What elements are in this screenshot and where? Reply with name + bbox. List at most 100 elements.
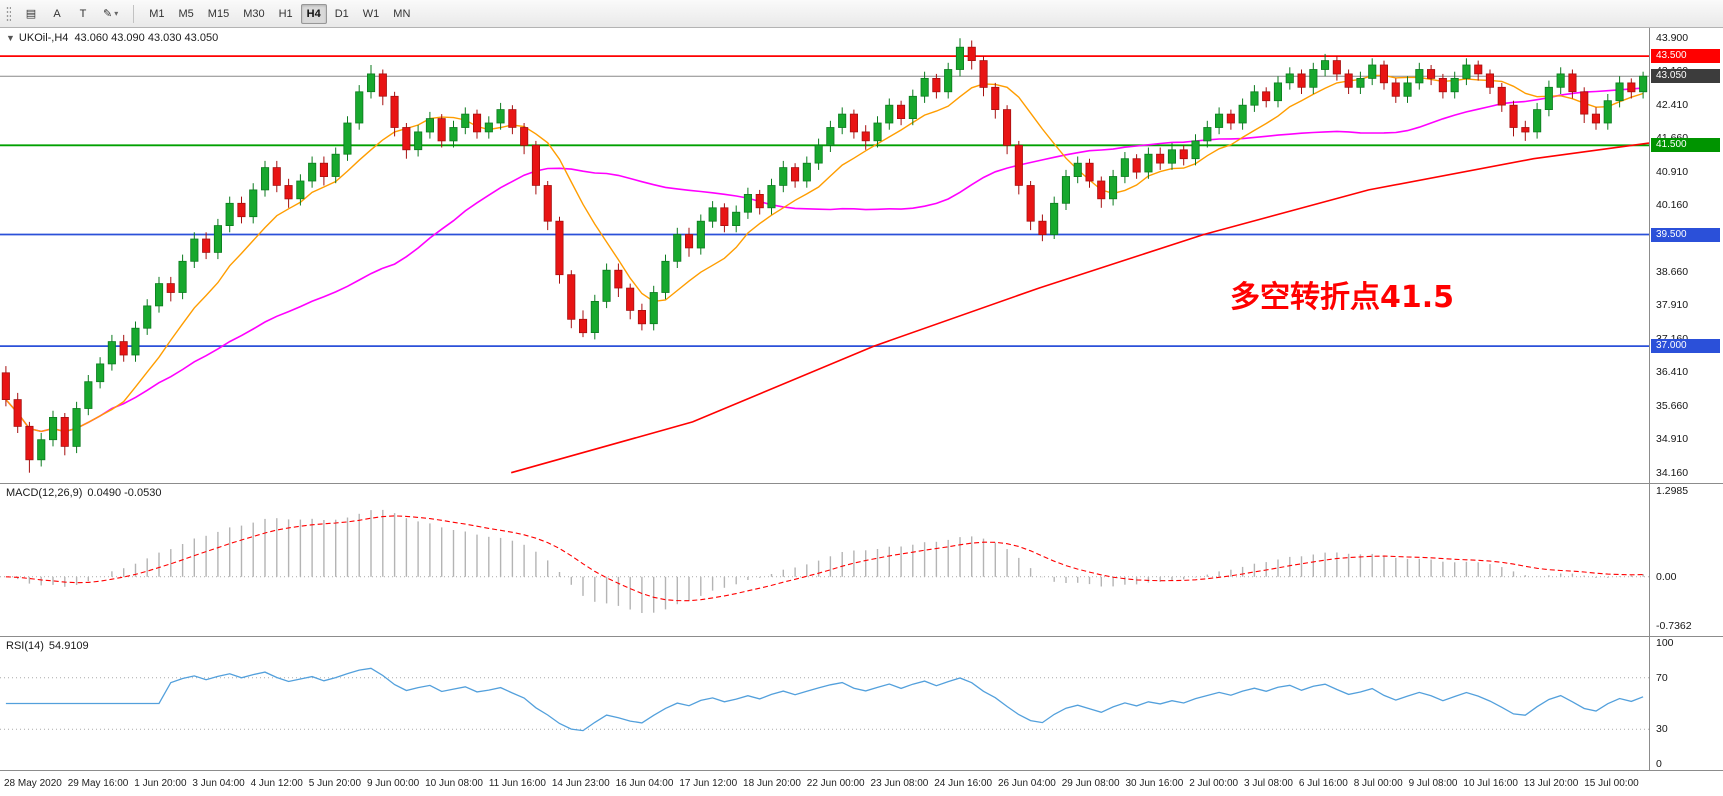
time-axis-label: 15 Jul 00:00 — [1584, 778, 1639, 789]
time-axis-label: 18 Jun 20:00 — [743, 778, 801, 789]
time-axis-label: 16 Jun 04:00 — [615, 778, 674, 789]
price-tick: 40.910 — [1656, 165, 1689, 178]
draw-tool-button[interactable]: ✎ ▾ — [97, 4, 124, 24]
rsi-scale-label: 0 — [1656, 758, 1662, 770]
rsi-scale-axis: 100 70 30 0 — [1649, 637, 1723, 770]
text-annotation-button[interactable]: A — [45, 4, 69, 24]
time-axis-label: 3 Jul 08:00 — [1244, 778, 1293, 789]
time-axis-label: 3 Jun 04:00 — [192, 778, 245, 789]
tf-button-d1[interactable]: D1 — [329, 4, 355, 24]
tf-button-mn[interactable]: MN — [387, 4, 416, 24]
timeframe-buttons-group: M1 M5 M15 M30 H1 H4 D1 W1 MN — [142, 3, 417, 24]
medium-ma-line — [5, 87, 1644, 433]
rsi-value: 54.9109 — [48, 640, 89, 652]
macd-signal-line — [5, 515, 1644, 602]
time-axis-label: 1 Jun 20:00 — [134, 778, 187, 789]
time-axis-label: 26 Jun 04:00 — [997, 778, 1056, 789]
price-axis[interactable]: 43.90043.16042.41041.66040.91040.16039.4… — [1649, 28, 1723, 483]
price-tick: 36.410 — [1656, 366, 1689, 379]
chart-header: ▼ UKOil-,H4 43.060 43.090 43.030 43.050 — [6, 32, 218, 44]
candlestick-chart[interactable] — [0, 28, 1649, 483]
macd-indicator-panel: MACD(12,26,9) 0.0490 -0.0530 1.2985 0.00 -0… — [0, 483, 1723, 636]
time-axis-label: 5 Jun 20:00 — [308, 778, 362, 789]
ohlc-quote-values: 43.060 43.090 43.030 43.050 — [74, 32, 219, 44]
price-level-badge: 37.000 — [1651, 339, 1720, 354]
time-axis-label: 6 Jul 16:00 — [1298, 778, 1348, 789]
chart-text-annotation: 多空转折点41.5 — [1229, 280, 1454, 315]
rsi-scale-label: 70 — [1656, 671, 1668, 684]
price-level-badge: 41.500 — [1651, 138, 1720, 153]
time-axis-label: 30 Jun 16:00 — [1125, 778, 1184, 789]
time-axis[interactable]: 28 May 2020 29 May 16:00 1 Jun 20:00 3 Jun … — [0, 770, 1723, 796]
rsi-chart[interactable] — [0, 637, 1649, 770]
tool-buttons-group: ▤ A T ✎ ▾ — [18, 4, 125, 24]
tf-button-w1[interactable]: W1 — [357, 4, 386, 24]
dropdown-caret-icon: ▾ — [114, 9, 119, 18]
time-axis-label: 24 Jun 16:00 — [934, 778, 993, 789]
tf-button-m1[interactable]: M1 — [143, 4, 170, 24]
time-axis-label: 4 Jun 12:00 — [250, 778, 303, 789]
symbol-period-label: UKOil-,H4 — [18, 32, 69, 44]
time-axis-label: 11 Jun 16:00 — [488, 778, 546, 789]
macd-scale-label: 0.00 — [1656, 570, 1677, 583]
rsi-line — [5, 667, 1644, 732]
price-level-badge: 43.500 — [1651, 49, 1720, 64]
price-plot-area[interactable]: ▼ UKOil-,H4 43.060 43.090 43.030 43.050 多空… — [0, 28, 1649, 483]
time-axis-label: 9 Jul 08:00 — [1408, 778, 1458, 789]
time-axis-label: 29 May 16:00 — [67, 778, 129, 789]
macd-chart[interactable] — [0, 484, 1649, 636]
time-axis-label: 10 Jun 08:00 — [425, 778, 483, 789]
rsi-indicator-panel: RSI(14) 54.9109 100 70 30 0 — [0, 636, 1723, 770]
toolbar-grip[interactable] — [6, 5, 11, 22]
slow-ma-line — [510, 142, 1649, 474]
price-chart-panel: ▼ UKOil-,H4 43.060 43.090 43.030 43.050 多空… — [0, 28, 1723, 483]
price-level-badge: 43.050 — [1651, 69, 1720, 84]
price-tick: 34.910 — [1656, 433, 1689, 446]
fast-ma-line — [5, 74, 1644, 433]
price-tick: 43.900 — [1656, 32, 1689, 45]
time-axis-label: 9 Jun 00:00 — [366, 778, 420, 789]
rsi-scale-label: 100 — [1656, 637, 1674, 649]
macd-label: MACD(12,26,9) 0.0490 -0.0530 — [6, 487, 161, 499]
price-tick: 34.160 — [1656, 466, 1689, 479]
macd-title: MACD(12,26,9) — [6, 487, 83, 499]
time-axis-label: 23 Jun 08:00 — [870, 778, 929, 789]
rsi-label: RSI(14) 54.9109 — [6, 640, 89, 652]
level-lines — [0, 55, 1649, 348]
price-tick: 40.160 — [1656, 199, 1689, 212]
collapse-caret-icon[interactable]: ▼ — [6, 33, 15, 43]
tf-button-m30[interactable]: M30 — [237, 4, 270, 24]
price-tick: 42.410 — [1656, 98, 1689, 111]
rsi-plot-area[interactable]: RSI(14) 54.9109 — [0, 637, 1649, 770]
time-axis-label: 13 Jul 20:00 — [1523, 778, 1579, 789]
macd-plot-area[interactable]: MACD(12,26,9) 0.0490 -0.0530 — [0, 484, 1649, 636]
macd-scale-label: -0.7362 — [1656, 620, 1692, 633]
tf-button-h4[interactable]: H4 — [300, 3, 327, 24]
time-axis-label: 2 Jul 00:00 — [1189, 778, 1239, 789]
time-axis-label: 28 May 2020 — [4, 778, 62, 789]
time-axis-label: 8 Jul 00:00 — [1353, 778, 1403, 789]
time-axis-label: 10 Jul 16:00 — [1463, 778, 1518, 789]
macd-scale-axis: 1.2985 0.00 -0.7362 — [1649, 484, 1723, 636]
rsi-title: RSI(14) — [6, 640, 44, 652]
tf-button-m5[interactable]: M5 — [173, 4, 200, 24]
time-axis-label: 29 Jun 08:00 — [1061, 778, 1120, 789]
price-tick: 37.910 — [1656, 299, 1689, 312]
tf-button-m15[interactable]: M15 — [202, 4, 235, 24]
rsi-scale-label: 30 — [1656, 723, 1668, 736]
price-tick: 35.660 — [1656, 399, 1689, 412]
toolbar: ▤ A T ✎ ▾ M1 M5 M15 M30 H1 H4 D1 W1 MN — [0, 0, 1723, 28]
time-axis-label: 14 Jun 23:00 — [551, 778, 610, 789]
text-tool-button[interactable]: T — [71, 4, 95, 24]
price-level-badge: 39.500 — [1651, 227, 1720, 242]
toolbar-separator — [133, 4, 135, 23]
tf-button-h1[interactable]: H1 — [273, 4, 299, 24]
time-axis-label: 17 Jun 12:00 — [679, 778, 738, 789]
macd-values: 0.0490 -0.0530 — [87, 487, 162, 499]
chart-window-icon-button[interactable]: ▤ — [19, 4, 43, 24]
candles-layer — [1, 38, 1648, 473]
macd-scale-label: 1.2985 — [1656, 485, 1689, 497]
time-axis-label: 22 Jun 00:00 — [806, 778, 865, 789]
macd-histogram — [17, 509, 1644, 613]
